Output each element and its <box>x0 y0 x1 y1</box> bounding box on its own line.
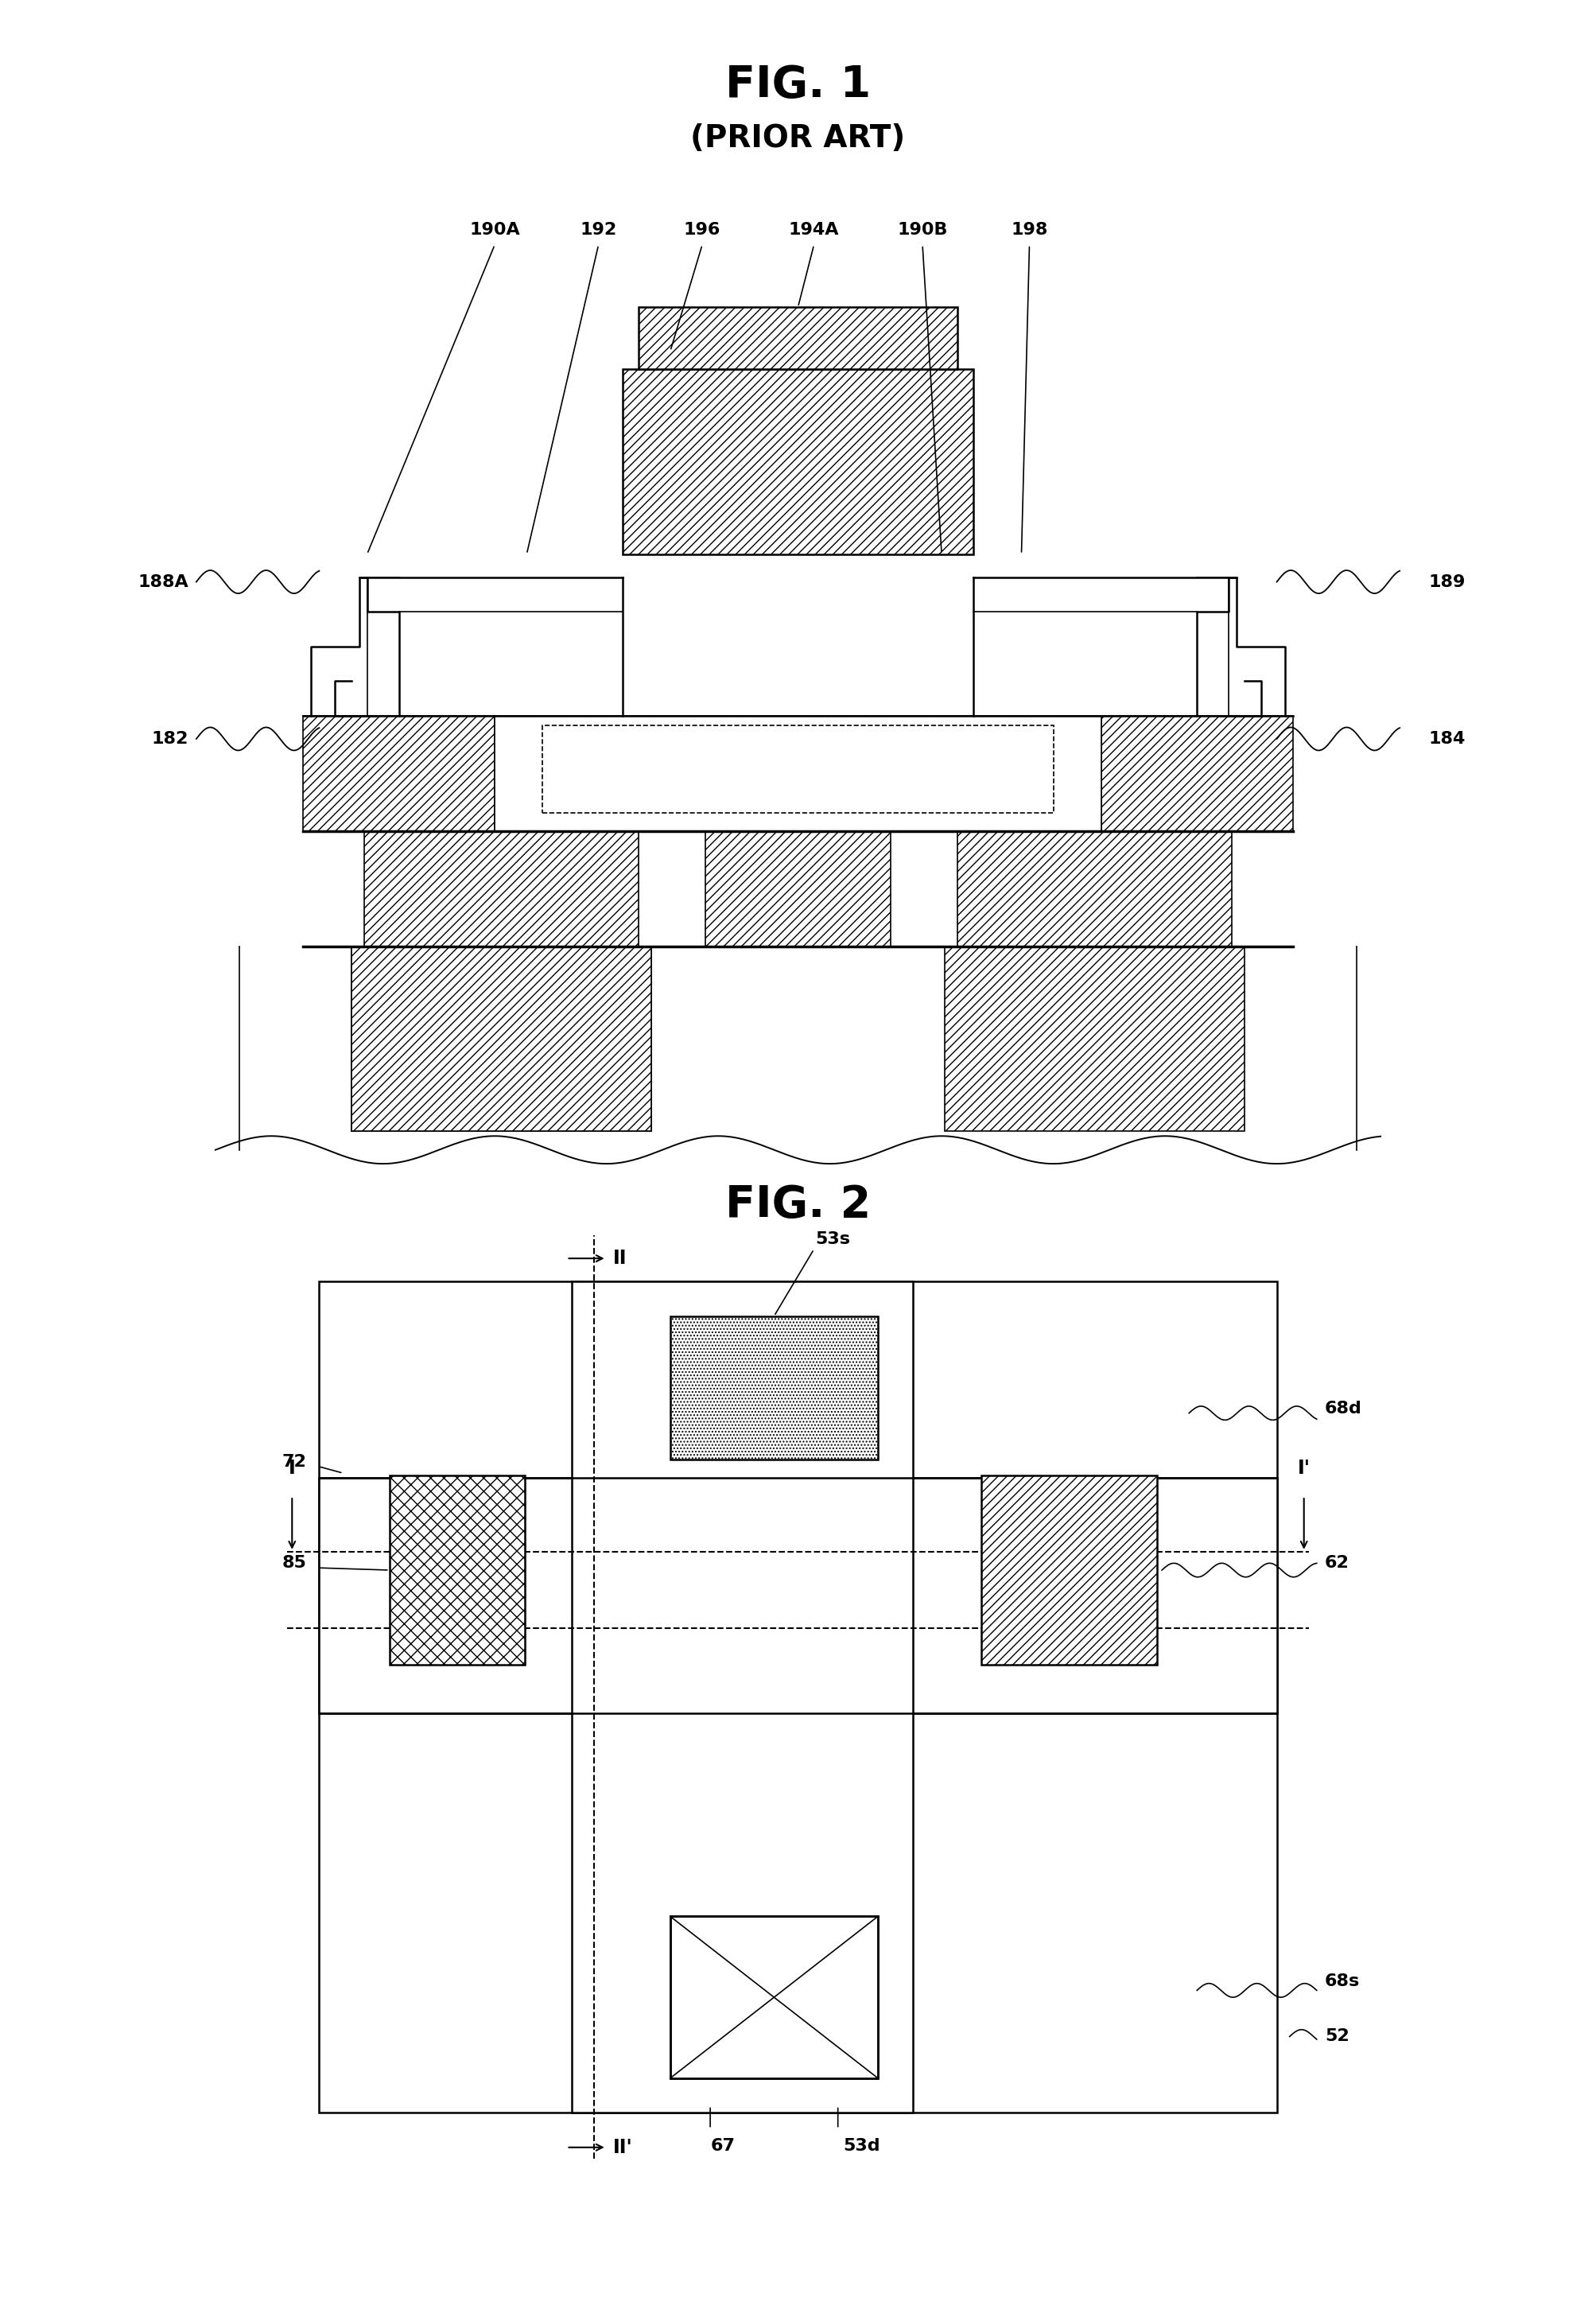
Bar <box>670 1916 878 2078</box>
Text: 53d: 53d <box>843 2138 881 2154</box>
Text: 53s: 53s <box>816 1231 851 1247</box>
Bar <box>319 1478 1277 1713</box>
Bar <box>495 716 1101 831</box>
Text: 67: 67 <box>710 2138 736 2154</box>
Bar <box>945 947 1245 1131</box>
Text: FIG. 2: FIG. 2 <box>725 1185 871 1226</box>
Bar <box>571 1281 913 2113</box>
Bar <box>239 947 1357 1150</box>
Bar <box>945 947 1245 1131</box>
Bar <box>303 716 495 831</box>
Bar <box>638 307 958 369</box>
Text: 184: 184 <box>1428 732 1465 746</box>
Bar <box>670 1916 878 2078</box>
Bar <box>670 1316 878 1459</box>
Text: FIG. 1: FIG. 1 <box>725 65 871 106</box>
Bar <box>705 829 891 947</box>
Bar <box>319 1281 1277 2113</box>
Text: 192: 192 <box>579 222 618 238</box>
Text: 194A: 194A <box>788 222 839 238</box>
Bar <box>670 1316 878 1459</box>
Text: 188A: 188A <box>137 575 188 589</box>
Text: 182: 182 <box>152 732 188 746</box>
Text: 189: 189 <box>1428 575 1465 589</box>
Bar <box>705 829 891 947</box>
Bar <box>364 829 638 947</box>
Bar <box>351 947 651 1131</box>
Text: 72: 72 <box>282 1455 306 1469</box>
Text: (PRIOR ART): (PRIOR ART) <box>691 122 905 155</box>
Text: 196: 196 <box>683 222 721 238</box>
Bar <box>1101 716 1293 831</box>
Bar <box>351 947 651 1131</box>
Bar <box>958 829 1232 947</box>
Text: 198: 198 <box>1010 222 1049 238</box>
Text: 190A: 190A <box>469 222 520 238</box>
Text: I': I' <box>1298 1459 1310 1478</box>
Text: II: II <box>613 1249 627 1268</box>
Bar <box>389 1475 525 1665</box>
Bar <box>670 1916 878 2078</box>
Bar <box>622 369 974 554</box>
Bar <box>958 829 1232 947</box>
Bar <box>1101 716 1293 831</box>
Text: 190B: 190B <box>897 222 948 238</box>
Bar <box>638 307 958 369</box>
Bar <box>622 369 974 554</box>
Bar <box>364 829 638 947</box>
Polygon shape <box>351 947 651 1131</box>
Bar <box>670 1916 878 2078</box>
Bar <box>982 1475 1157 1665</box>
Bar <box>303 716 495 831</box>
Bar <box>389 1475 525 1665</box>
Text: II': II' <box>613 2138 632 2157</box>
Text: 68s: 68s <box>1325 1974 1360 1988</box>
Text: 68d: 68d <box>1325 1402 1361 1415</box>
Bar <box>982 1475 1157 1665</box>
Text: 62: 62 <box>1325 1556 1349 1570</box>
Text: I: I <box>289 1459 295 1478</box>
Bar <box>543 725 1053 813</box>
Text: 85: 85 <box>282 1556 306 1570</box>
Text: 52: 52 <box>1325 2030 1349 2043</box>
